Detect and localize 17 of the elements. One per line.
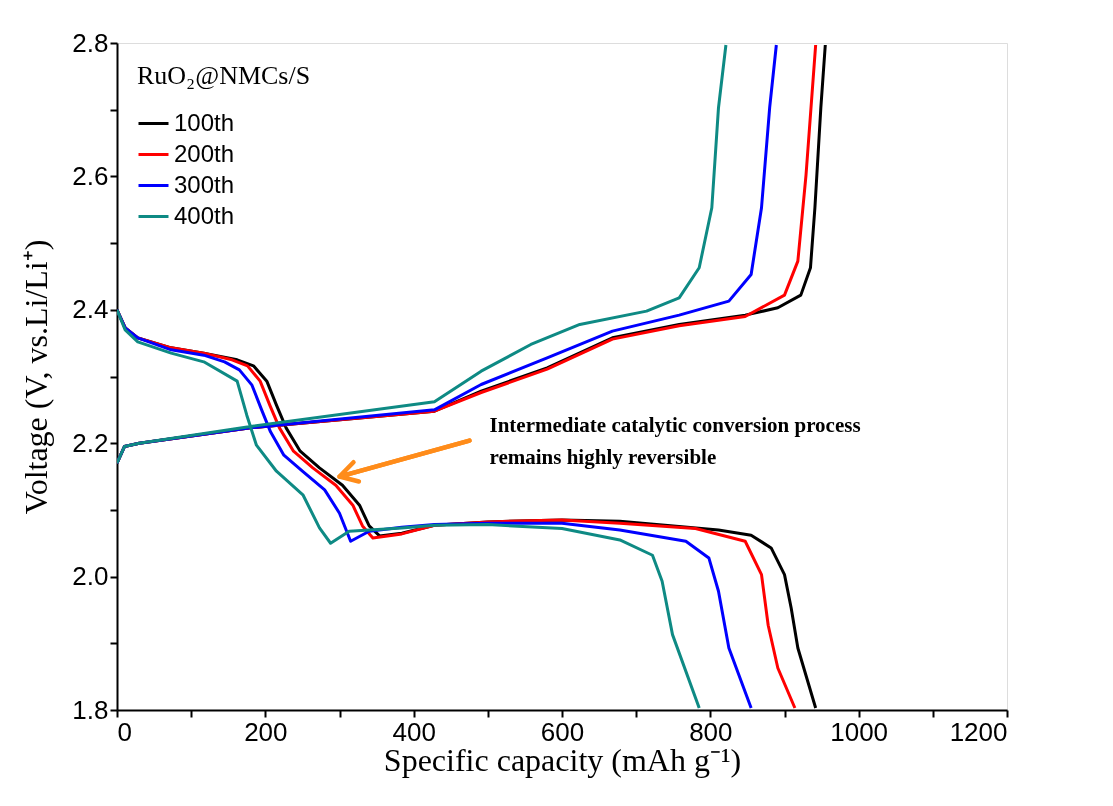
- x-tick-label: 1200: [949, 716, 1008, 747]
- annotation: Intermediate catalytic conversion process remains highly reversible: [489, 412, 861, 469]
- legend-label: 400th: [174, 201, 235, 229]
- y-axis-title: Voltage (V, vs.Li/Li⁺): [18, 239, 55, 515]
- legend-title: RuO₂@NMCs/S: [137, 61, 311, 90]
- y-tick-label: 2.0: [72, 561, 109, 592]
- y-tick-label: 2.4: [72, 294, 109, 325]
- y-tick-label: 2.8: [72, 27, 109, 58]
- x-tick-label: 200: [244, 716, 288, 747]
- legend-label: 300th: [174, 170, 235, 198]
- y-tick-label: 2.6: [72, 160, 109, 191]
- y-tick-label: 1.8: [72, 694, 109, 725]
- x-tick-label: 1000: [830, 716, 889, 747]
- legend-label: 200th: [174, 139, 235, 167]
- legend-label: 100th: [174, 108, 235, 136]
- y-tick-label: 2.2: [72, 427, 109, 458]
- x-tick-label: 0: [117, 716, 132, 747]
